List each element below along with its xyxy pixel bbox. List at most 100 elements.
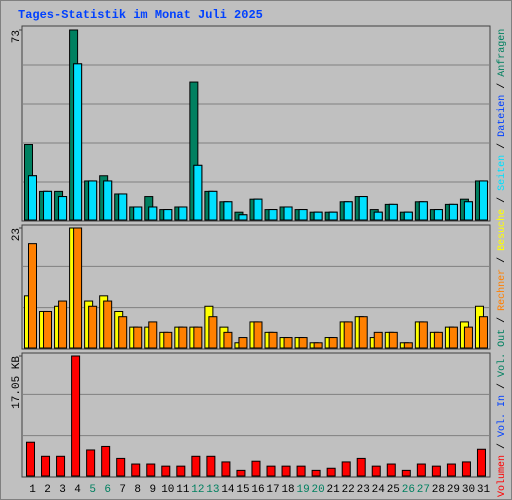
bar — [103, 300, 113, 349]
legend-entry: Anfragen — [496, 29, 508, 77]
bar — [343, 201, 353, 221]
bar — [463, 201, 473, 221]
bar — [146, 463, 156, 477]
bar — [358, 196, 368, 221]
legend-entry: Dateien — [496, 95, 508, 137]
bar — [208, 190, 218, 221]
x-tick-label: 19 — [296, 484, 309, 496]
x-tick-label: 14 — [221, 484, 235, 496]
bar — [206, 455, 216, 477]
legend-separator: / — [496, 437, 508, 455]
bar — [341, 461, 351, 477]
x-tick-label: 28 — [432, 484, 445, 496]
bar — [41, 455, 51, 477]
x-tick-label: 18 — [281, 484, 294, 496]
bar — [283, 206, 293, 221]
legend-separator: / — [496, 377, 508, 395]
legend-entry: Vol. In — [496, 395, 508, 437]
bar — [118, 316, 128, 349]
bar — [418, 201, 428, 221]
bar — [238, 337, 248, 349]
bar — [176, 465, 186, 477]
chart-title: Tages-Statistik im Monat Juli 2025 — [18, 8, 263, 22]
x-tick-label: 7 — [119, 484, 126, 496]
bar — [418, 321, 428, 349]
x-tick-label: 21 — [327, 484, 341, 496]
legend-separator: / — [496, 137, 508, 155]
x-tick-label: 5 — [89, 484, 96, 496]
x-tick-label: 6 — [104, 484, 111, 496]
bar — [236, 469, 246, 477]
bar — [208, 316, 218, 349]
legend-separator: / — [496, 77, 508, 95]
bar — [373, 211, 383, 221]
bar — [133, 206, 143, 221]
bar — [373, 331, 383, 349]
bar — [463, 326, 473, 349]
legend-separator: / — [496, 311, 508, 329]
bar — [461, 461, 471, 477]
bar — [358, 316, 368, 349]
bar — [268, 209, 278, 221]
y-tick-label: 17.05 KB — [11, 356, 23, 409]
x-tick-label: 25 — [387, 484, 400, 496]
x-tick-label: 9 — [149, 484, 156, 496]
x-tick-label: 3 — [59, 484, 66, 496]
bar — [133, 326, 143, 349]
bar — [71, 355, 81, 477]
legend-entry: Rechner — [496, 269, 508, 311]
bar — [118, 193, 128, 221]
legend-entry: Volumen — [496, 455, 508, 497]
y-tick-label: 23 — [11, 228, 23, 241]
legend-separator: / — [496, 251, 508, 269]
bar — [388, 331, 398, 349]
bar — [311, 469, 321, 477]
x-tick-label: 10 — [161, 484, 174, 496]
bar — [403, 211, 413, 221]
bar — [328, 337, 338, 349]
bar — [283, 337, 293, 349]
bar — [431, 465, 441, 477]
x-tick-label: 1 — [29, 484, 36, 496]
bar — [193, 326, 203, 349]
bar — [296, 465, 306, 477]
bar — [433, 331, 443, 349]
bar — [58, 300, 68, 349]
bar — [388, 203, 398, 221]
bar — [193, 164, 203, 221]
bar — [266, 465, 276, 477]
bar — [448, 203, 458, 221]
x-tick-label: 26 — [402, 484, 415, 496]
x-tick-label: 27 — [417, 484, 430, 496]
bar — [478, 180, 488, 221]
bar — [178, 206, 188, 221]
bar — [326, 467, 336, 477]
bar — [148, 206, 158, 221]
bar — [178, 326, 188, 349]
bar — [43, 310, 53, 349]
legend: Volumen / Vol. In / Vol. Out / Rechner /… — [496, 29, 508, 497]
bar — [386, 463, 396, 477]
bar — [328, 211, 338, 221]
bar — [101, 445, 111, 477]
bar — [268, 331, 278, 349]
legend-entry: Besuche — [496, 209, 508, 251]
x-tick-label: 22 — [342, 484, 355, 496]
bar — [148, 321, 158, 349]
bar — [223, 331, 233, 349]
bar — [476, 448, 486, 477]
bar — [371, 465, 381, 477]
bar — [253, 198, 263, 221]
x-tick-label: 4 — [74, 484, 81, 496]
bar — [298, 337, 308, 349]
legend-entry: Vol. Out — [496, 329, 508, 377]
bar — [313, 342, 323, 349]
bar — [221, 461, 231, 477]
x-tick-label: 31 — [477, 484, 491, 496]
bar — [58, 196, 68, 221]
x-tick-label: 17 — [266, 484, 279, 496]
legend-separator: / — [496, 191, 508, 209]
bar — [313, 211, 323, 221]
bar — [131, 463, 141, 477]
